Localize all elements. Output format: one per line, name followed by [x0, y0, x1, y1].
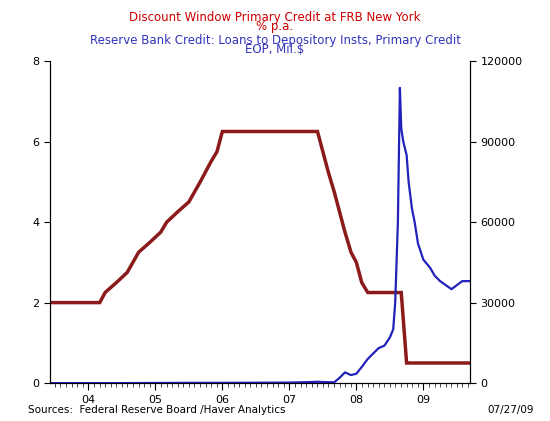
Text: Discount Window Primary Credit at FRB New York: Discount Window Primary Credit at FRB Ne…	[129, 11, 421, 24]
Text: % p.a.: % p.a.	[256, 20, 294, 33]
Text: 07/27/09: 07/27/09	[487, 405, 534, 415]
Text: Sources:  Federal Reserve Board /Haver Analytics: Sources: Federal Reserve Board /Haver An…	[28, 405, 285, 415]
Text: EOP, Mil.$: EOP, Mil.$	[245, 43, 305, 56]
Text: Reserve Bank Credit: Loans to Depository Insts, Primary Credit: Reserve Bank Credit: Loans to Depository…	[90, 34, 460, 47]
